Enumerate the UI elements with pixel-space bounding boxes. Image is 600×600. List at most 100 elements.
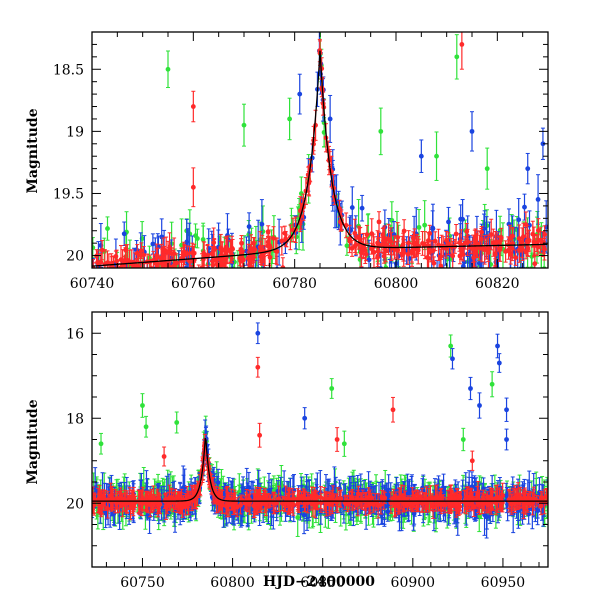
- blue-outlier-point: [540, 127, 546, 160]
- red-point: [262, 256, 267, 268]
- y-tick-label: 20: [66, 496, 84, 512]
- red-point: [282, 225, 288, 241]
- red-point: [537, 227, 543, 254]
- green-outlier-point: [165, 50, 171, 89]
- red-point: [364, 224, 370, 245]
- green-point: [237, 277, 242, 315]
- red-point: [99, 240, 105, 261]
- red-outlier-point: [469, 450, 475, 471]
- green-point: [126, 279, 131, 310]
- y-tick-label: 19.5: [53, 186, 84, 202]
- red-point: [531, 226, 537, 258]
- top-panel: 60740 60760 60780 60800 60820 18.5 19 19.5 20 Ma…: [25, 31, 549, 315]
- red-point: [260, 244, 266, 264]
- blue-point: [458, 204, 464, 234]
- red-point: [219, 254, 225, 268]
- red-point: [349, 239, 355, 257]
- red-point: [210, 250, 216, 268]
- red-point: [228, 239, 234, 263]
- blue-point: [131, 265, 136, 268]
- blue-point: [349, 186, 355, 229]
- y-tick-label: 20: [66, 249, 84, 265]
- red-point: [393, 241, 399, 259]
- blue-point: [153, 266, 158, 268]
- red-point: [503, 240, 509, 263]
- blue-outlier-point: [450, 348, 455, 370]
- red-point: [267, 244, 273, 268]
- top-panel-data-points: [92, 32, 548, 315]
- green-point: [142, 263, 147, 268]
- red-point: [376, 211, 382, 233]
- y-tick-label: 18: [66, 411, 84, 427]
- red-point: [430, 240, 436, 262]
- red-point: [409, 242, 415, 263]
- top-panel-axes: 60740 60760 60780 60800 60820 18.5 19 19.5 20: [53, 31, 549, 292]
- red-point: [465, 228, 470, 256]
- blue-point: [149, 280, 154, 299]
- red-point: [171, 250, 176, 268]
- green-outlier-point: [378, 107, 384, 156]
- blue-point: [361, 280, 366, 302]
- green-outlier-point: [143, 415, 149, 438]
- red-point: [444, 231, 449, 250]
- red-point: [425, 231, 431, 250]
- x-tick-label: 60780: [272, 276, 317, 292]
- blue-point: [220, 262, 225, 268]
- red-outlier-point: [390, 396, 396, 423]
- red-point: [273, 494, 279, 513]
- x-tick-label: 60800: [210, 575, 255, 591]
- red-outlier-point: [190, 167, 196, 208]
- green-outlier-point: [460, 427, 466, 452]
- green-outlier-point: [434, 131, 439, 181]
- model-curve: [92, 50, 548, 267]
- red-point: [353, 234, 359, 255]
- y-tick-label: 19: [66, 124, 84, 140]
- red-point: [369, 242, 374, 255]
- green-outlier-point: [241, 103, 247, 147]
- green-point: [529, 245, 535, 268]
- red-point: [290, 217, 296, 243]
- red-point: [384, 236, 390, 254]
- blue-outlier-point: [327, 94, 333, 143]
- red-point: [92, 259, 95, 268]
- x-tick-label: 60740: [70, 276, 115, 292]
- blue-point: [127, 262, 132, 268]
- red-point: [174, 253, 179, 268]
- red-point: [507, 224, 513, 253]
- red-point: [370, 496, 376, 513]
- bottom-panel-data-points: [92, 322, 548, 539]
- red-outlier-point: [255, 356, 261, 378]
- y-tick-label: 18.5: [53, 62, 84, 78]
- red-point: [401, 219, 407, 243]
- x-tick-label: 60800: [374, 276, 419, 292]
- red-point: [95, 254, 101, 268]
- red-point: [488, 218, 494, 251]
- blue-outlier-point: [477, 392, 482, 419]
- blue-outlier-point: [302, 407, 308, 430]
- x-tick-label: 60900: [391, 575, 436, 591]
- blue-point: [522, 193, 527, 221]
- blue-point: [121, 221, 127, 246]
- plot-area: [92, 32, 548, 315]
- top-panel-ylabel: Magnitude: [25, 108, 41, 193]
- y-tick-label: 16: [66, 326, 84, 342]
- red-point: [406, 230, 412, 256]
- blue-outlier-point: [504, 428, 509, 451]
- green-point: [434, 281, 439, 305]
- blue-outlier-point: [297, 73, 303, 115]
- green-point: [105, 216, 110, 241]
- red-point: [352, 218, 358, 248]
- blue-point: [150, 233, 156, 255]
- red-point: [118, 245, 124, 268]
- red-outlier-point: [459, 32, 465, 70]
- blue-point: [163, 270, 168, 291]
- red-point: [453, 224, 459, 244]
- green-point: [141, 282, 146, 313]
- red-point: [343, 212, 349, 239]
- red-point: [205, 243, 210, 267]
- blue-outlier-point: [496, 353, 502, 373]
- x-tick-label: 60820: [475, 276, 520, 292]
- green-outlier-point: [341, 430, 347, 457]
- blue-outlier-point: [468, 376, 473, 401]
- bottom-panel-ylabel: Magnitude: [25, 399, 41, 484]
